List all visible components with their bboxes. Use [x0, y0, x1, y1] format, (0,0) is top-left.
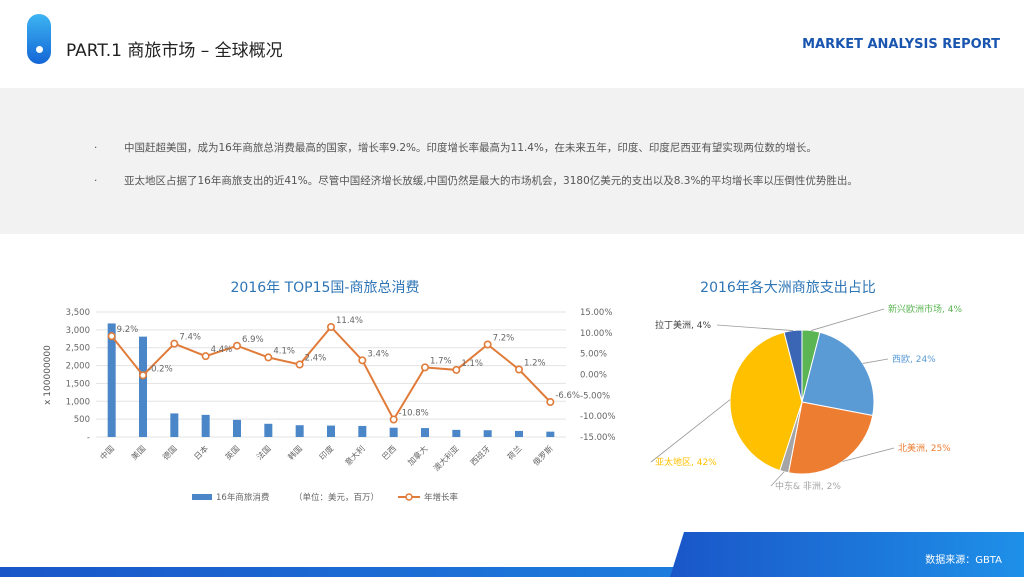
growth-point: [170, 339, 179, 348]
pie-slice-label: 亚太地区, 42%: [655, 456, 717, 468]
growth-data-label: 3.4%: [367, 349, 389, 359]
footer-wave: [0, 532, 1024, 577]
growth-data-label: -6.6%: [555, 391, 580, 401]
bar-chart-title: 2016年 TOP15国-商旅总消费: [231, 280, 420, 296]
report-label: MARKET ANALYSIS REPORT: [802, 37, 1000, 52]
summary-band: · 中国赶超美国，成为16年商旅总消费最高的国家，增长率9.2%。印度增长率最高为…: [0, 88, 1024, 234]
growth-data-label: 11.4%: [336, 316, 363, 326]
y-tick-label: 2,000: [66, 362, 90, 372]
bar: [389, 427, 398, 437]
pie-slice: [787, 401, 874, 475]
data-source: 数据来源：GBTA: [925, 555, 1002, 566]
bullet-2-text: 亚太地区占据了16年商旅支出的近41%。尽管中国经济增长放缓,中国仍然是最大的市…: [124, 175, 858, 187]
pie-slice: [729, 331, 803, 472]
legend-bar-label: 16年商旅消费: [216, 492, 270, 503]
bar: [201, 414, 210, 437]
bullet-1: · 中国赶超美国，成为16年商旅总消费最高的国家，增长率9.2%。印度增长率最高为…: [94, 142, 817, 154]
bar: [483, 430, 492, 437]
growth-data-label: -10.8%: [399, 409, 429, 419]
pie-leader-line: [842, 447, 895, 462]
growth-point: [546, 397, 555, 406]
legend-bar-swatch: [192, 494, 212, 500]
legend-line-label: 年增长率: [424, 492, 459, 503]
bar: [421, 428, 429, 437]
bar: [327, 425, 335, 437]
bar: [295, 425, 304, 437]
y2-tick-label: 5.00%: [580, 350, 607, 360]
growth-point: [389, 415, 398, 424]
pie-slice-label: 新兴欧洲市场, 4%: [888, 303, 962, 315]
bullet-1-text: 中国赶超美国，成为16年商旅总消费最高的国家，增长率9.2%。印度增长率最高为1…: [124, 142, 817, 154]
growth-data-label: 2.4%: [305, 354, 327, 364]
pie-leader-line: [716, 324, 794, 331]
y-tick-label: 1,000: [66, 397, 90, 407]
bar: [170, 413, 179, 437]
growth-point: [139, 371, 148, 380]
header: PART.1 商旅市场 – 全球概况 MARKET ANALYSIS REPOR…: [0, 0, 1024, 88]
y-tick-label: 1,500: [66, 379, 90, 389]
pie-leader-line: [862, 358, 889, 364]
y-axis-label: x 100000000: [43, 345, 53, 405]
growth-point: [295, 360, 304, 369]
bar: [107, 323, 116, 437]
pie-slice-label: 北美洲, 25%: [898, 442, 951, 454]
legend-line-marker: [405, 493, 413, 501]
y2-tick-label: 0.00%: [580, 371, 607, 381]
growth-data-label: 1.1%: [461, 359, 483, 369]
growth-point: [326, 322, 335, 331]
y-tick-label: -: [87, 433, 90, 443]
growth-point: [420, 363, 429, 372]
bar: [546, 431, 555, 437]
y-tick-label: 3,500: [66, 308, 90, 318]
growth-point: [452, 365, 461, 374]
growth-data-label: 7.4%: [179, 333, 201, 343]
bar: [233, 419, 241, 437]
growth-point: [483, 340, 492, 349]
bar: [358, 425, 367, 437]
growth-point: [514, 365, 523, 374]
growth-data-label: 1.2%: [524, 359, 546, 369]
growth-data-label: 4.1%: [273, 346, 295, 356]
bullet-2: · 亚太地区占据了16年商旅支出的近41%。尽管中国经济增长放缓,中国仍然是最大的…: [94, 175, 858, 187]
growth-data-label: 1.7%: [430, 356, 452, 366]
y2-tick-label: -10.00%: [580, 412, 615, 422]
growth-point: [233, 341, 242, 350]
growth-point: [358, 356, 367, 365]
logo-pill-icon: [27, 14, 51, 64]
y2-tick-label: 15.00%: [580, 308, 612, 318]
page-title: PART.1 商旅市场 – 全球概况: [66, 41, 283, 61]
bar: [264, 423, 273, 437]
y2-tick-label: -15.00%: [580, 433, 615, 443]
y-tick-label: 500: [74, 415, 90, 425]
growth-point: [107, 332, 116, 341]
bar: [139, 336, 147, 437]
growth-data-label: 4.4%: [211, 345, 233, 355]
growth-data-label: 6.9%: [242, 335, 264, 345]
pie-slice-label: 西欧, 24%: [892, 353, 936, 365]
growth-data-label: 7.2%: [493, 334, 515, 344]
bar: [515, 430, 523, 437]
legend-unit-label: （单位：美元，百万）: [294, 492, 379, 503]
growth-data-label: -0.2%: [148, 364, 173, 374]
pie-leader-line: [810, 308, 885, 331]
growth-point: [201, 352, 210, 361]
growth-point: [264, 353, 273, 362]
growth-data-label: 9.2%: [117, 325, 139, 335]
pie-leader-line: [770, 471, 785, 487]
y2-tick-label: 10.00%: [580, 329, 612, 339]
y2-tick-label: -5.00%: [580, 391, 610, 401]
y-tick-label: 3,000: [66, 326, 90, 336]
pie-slice-label: 拉丁美洲, 4%: [655, 319, 711, 331]
pie-leader-line: [650, 399, 731, 463]
pie-chart-title: 2016年各大洲商旅支出占比: [700, 280, 876, 296]
y-tick-label: 2,500: [66, 344, 90, 354]
bar: [452, 429, 461, 437]
pie-slice-label: 中东& 非洲, 2%: [775, 480, 841, 492]
